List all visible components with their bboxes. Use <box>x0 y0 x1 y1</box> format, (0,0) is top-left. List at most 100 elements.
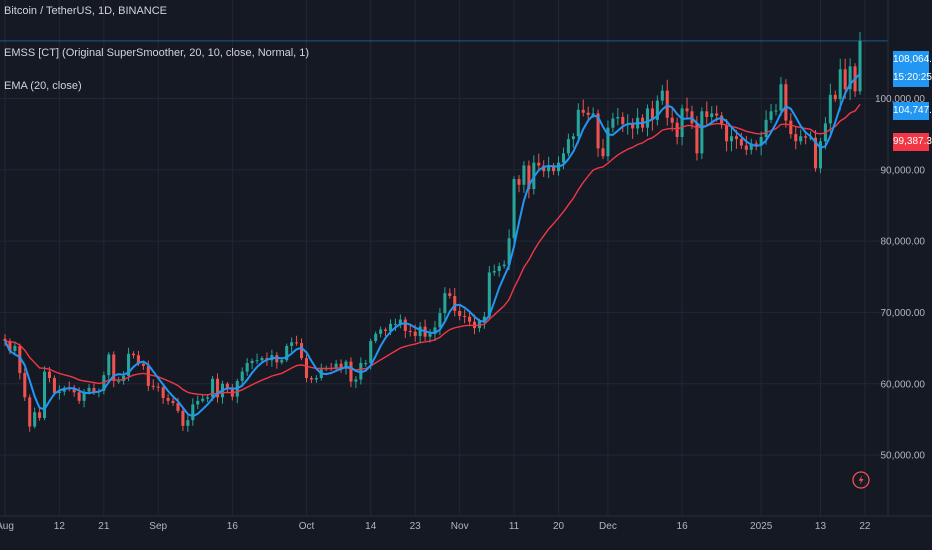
candle-body <box>754 143 758 145</box>
candle-body <box>349 361 353 382</box>
candle-body <box>393 323 397 325</box>
candle-body <box>645 108 650 128</box>
candle-body <box>166 398 170 401</box>
candle-body <box>344 361 348 369</box>
candle-body <box>127 353 131 376</box>
time-tick-label: 12 <box>54 521 66 532</box>
candle-body <box>858 40 862 92</box>
ema-legend[interactable]: EMA (20, close) <box>4 80 82 92</box>
candle-body <box>418 326 422 336</box>
emss-legend[interactable]: EMSS [CT] (Original SuperSmoother, 20, 1… <box>4 47 310 59</box>
candle-body <box>729 136 734 142</box>
candle-body <box>463 315 467 317</box>
candle-body <box>57 391 61 394</box>
price-tick-label: 70,000.00 <box>881 308 926 319</box>
candle-body <box>848 66 852 90</box>
candle-body <box>749 143 753 150</box>
candle-body <box>700 111 704 154</box>
candle-body <box>215 378 220 398</box>
candle-body <box>715 113 719 116</box>
candle-body <box>295 342 299 344</box>
time-tick-label: Nov <box>451 521 469 532</box>
price-axis[interactable]: 50,000.00 60,000.00 70,000.00 80,000.00 90,0… <box>875 0 925 516</box>
candle-body <box>52 378 56 394</box>
candle-body <box>813 137 818 169</box>
candle-body <box>13 345 17 351</box>
candle-body <box>186 420 190 426</box>
candle-body <box>43 371 47 418</box>
candle-body <box>542 165 546 172</box>
candle-body <box>314 378 318 380</box>
lightning-icon[interactable] <box>852 471 870 489</box>
candle-body <box>512 179 516 239</box>
candle-body <box>245 363 249 372</box>
candle-body <box>82 391 86 401</box>
candle-body <box>468 316 472 322</box>
candle-body <box>507 238 511 265</box>
candle-body <box>547 166 551 172</box>
time-tick-label: Aug <box>0 521 14 532</box>
candle-body <box>799 136 803 142</box>
candle-body <box>838 69 842 100</box>
price-tick-label: 80,000.00 <box>881 237 926 248</box>
candle-body <box>339 363 343 369</box>
candle-body <box>33 412 37 427</box>
candle-body <box>18 345 22 374</box>
candle-body <box>225 383 229 389</box>
candle-body <box>161 387 165 399</box>
candle-body <box>685 108 689 112</box>
time-axis[interactable]: Aug 12 21 Sep 16 Oct 14 23 Nov 11 20 Dec 16 2025 13 22 <box>0 515 932 532</box>
candle-body <box>443 293 447 314</box>
candle-body <box>759 136 763 145</box>
candle-body <box>47 371 52 379</box>
time-tick-label: 11 <box>509 521 520 532</box>
candle-body <box>201 398 205 401</box>
candle-body <box>828 94 832 124</box>
candle-body <box>804 136 808 138</box>
candle-body <box>720 115 724 125</box>
candle-body <box>388 323 393 331</box>
candle-body <box>621 117 625 125</box>
candle-body <box>403 319 407 331</box>
candle-body <box>576 109 580 137</box>
candle-body <box>492 271 496 273</box>
candle-body <box>482 316 486 321</box>
candle-body <box>596 113 600 149</box>
candle-body <box>107 354 111 376</box>
candle-body <box>818 141 822 169</box>
candle-body <box>695 123 699 154</box>
candle-body <box>87 388 91 392</box>
candle-body <box>290 342 294 346</box>
candle-body <box>211 378 215 398</box>
candle-body <box>240 371 244 381</box>
candle-body <box>739 139 743 146</box>
candle-body <box>374 333 378 341</box>
candle-body <box>843 69 847 90</box>
candle-body <box>611 118 615 128</box>
candle-body <box>28 397 32 427</box>
time-tick-label: 14 <box>365 521 377 532</box>
candle-body <box>334 363 338 369</box>
candle-body <box>552 166 556 172</box>
candle-body <box>537 162 541 166</box>
candle-body <box>299 343 304 359</box>
candle-body <box>675 122 679 137</box>
candle-body <box>255 360 259 362</box>
candle-body <box>398 319 402 324</box>
candle-body <box>665 90 669 118</box>
candle-body <box>571 136 575 140</box>
candle-body <box>369 340 373 364</box>
candle-body <box>364 363 368 365</box>
emss-line <box>4 72 861 418</box>
candle-body <box>774 110 778 112</box>
candle-body <box>408 330 412 332</box>
candle-body <box>181 410 185 426</box>
time-tick-label: 16 <box>227 521 239 532</box>
candle-body <box>487 272 491 317</box>
price-tick-label: 90,000.00 <box>881 165 926 176</box>
candle-body <box>8 340 12 351</box>
candle-body <box>631 124 635 129</box>
price-tick-label: 100,000.00 <box>875 94 925 105</box>
candle-body <box>794 134 798 142</box>
